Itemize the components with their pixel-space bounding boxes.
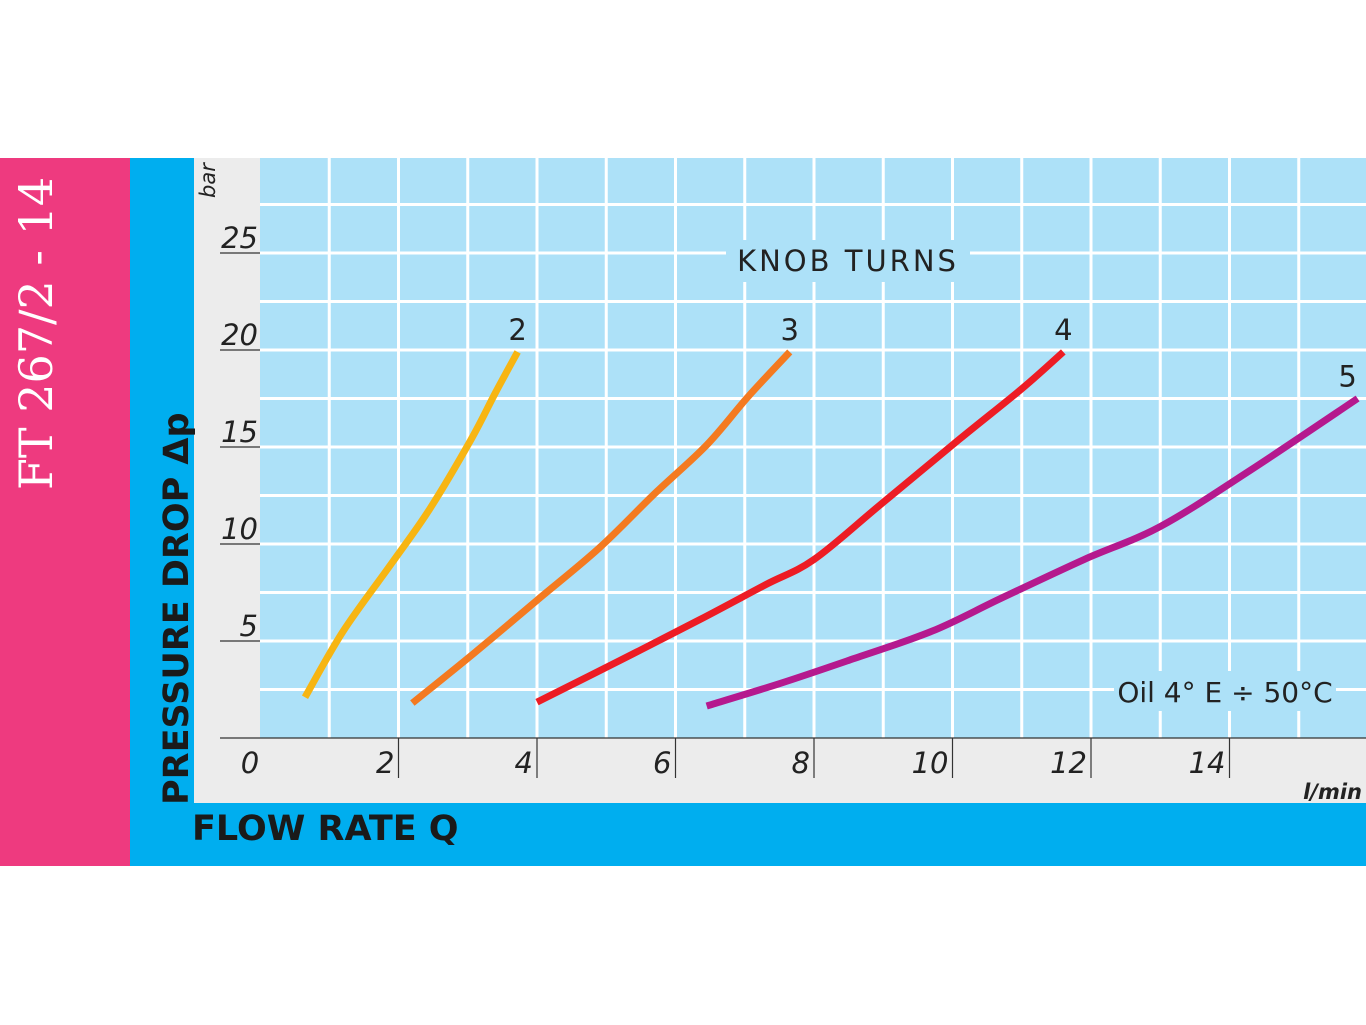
- y-axis-title: PRESSURE DROP Δp: [157, 412, 197, 805]
- x-tick-label: 2: [376, 746, 394, 780]
- y-tick-label: 15: [221, 415, 258, 449]
- x-tick-label: 0: [241, 746, 259, 780]
- x-tick-label: 6: [653, 746, 671, 780]
- x-tick-label: 10: [912, 746, 949, 780]
- y-tick-label: 25: [221, 221, 258, 255]
- legend-title: KNOB TURNS: [737, 244, 959, 278]
- x-tick-label: 8: [792, 746, 810, 780]
- side-band: [0, 158, 130, 866]
- series-line-4: [535, 349, 1066, 706]
- series-label: 4: [1054, 313, 1072, 347]
- side-title: FT 267/2 - 14: [9, 177, 63, 490]
- y-tick-label: 10: [221, 512, 258, 546]
- x-axis-unit: l/min: [1303, 780, 1362, 804]
- series-line-5: [705, 395, 1360, 710]
- series-label: 3: [781, 313, 799, 347]
- annotation-bg: [1114, 671, 1336, 711]
- y-tick-label: 5: [240, 609, 258, 643]
- series-label: 2: [508, 313, 526, 347]
- legend-title-bg: [726, 240, 970, 282]
- y-axis-unit: bar: [196, 162, 220, 198]
- x-axis-title: FLOW RATE Q: [192, 809, 459, 849]
- x-tick-label: 4: [515, 746, 533, 780]
- curves: 2 3 4 5: [301, 313, 1360, 710]
- x-axis-band: [130, 803, 1366, 866]
- y-axis-band: [130, 158, 194, 866]
- annotation: Oil 4° E ÷ 50°C: [1117, 676, 1332, 709]
- series-line-3: [410, 349, 793, 706]
- y-tick-label: 20: [221, 318, 258, 352]
- x-tick-label: 12: [1050, 746, 1087, 780]
- series-label: 5: [1338, 360, 1356, 394]
- x-tick-label: 14: [1189, 746, 1226, 780]
- series-line-2: [301, 350, 521, 700]
